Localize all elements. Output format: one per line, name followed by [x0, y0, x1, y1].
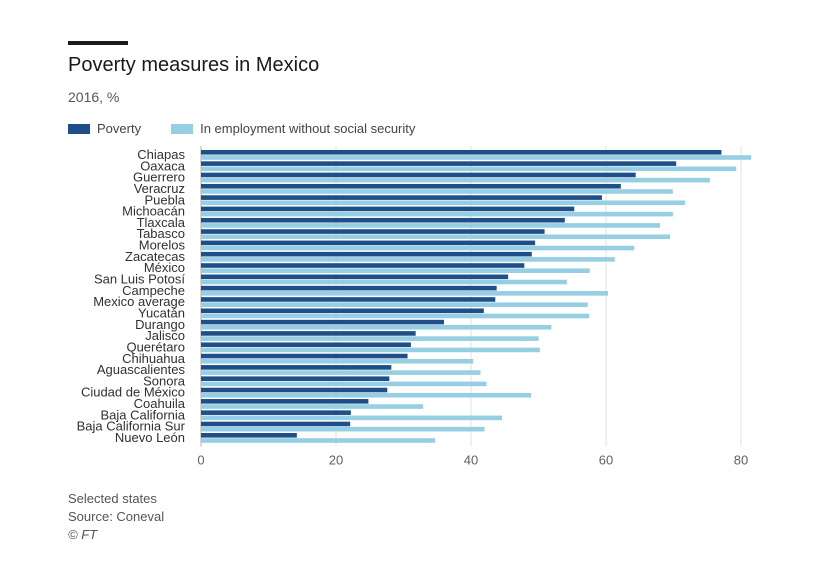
- category-label: Guerrero: [133, 170, 185, 185]
- bar-employment: [201, 291, 609, 296]
- category-label: Sonora: [143, 373, 186, 388]
- category-label: Yucatán: [138, 305, 185, 320]
- bar-poverty: [201, 421, 351, 427]
- bar-employment: [201, 347, 540, 353]
- bar-employment: [201, 200, 685, 206]
- category-label: Nuevo León: [115, 430, 185, 445]
- bar-poverty: [201, 217, 565, 223]
- category-label: Morelos: [139, 238, 186, 253]
- bar-employment: [201, 358, 474, 364]
- bar-employment: [201, 392, 532, 398]
- bar-poverty: [201, 161, 677, 166]
- legend-label-poverty: Poverty: [97, 121, 142, 136]
- category-label: Mexico average: [93, 294, 185, 309]
- bar-employment: [201, 415, 503, 421]
- bar-employment: [201, 336, 539, 341]
- credit-note: © FT: [68, 527, 98, 542]
- legend-swatch-poverty: [68, 123, 90, 134]
- category-label: Aguascalientes: [97, 362, 186, 377]
- bar-employment: [201, 223, 660, 228]
- x-tick-label: 80: [734, 452, 748, 467]
- bar-employment: [201, 426, 485, 432]
- x-tick-label: 60: [599, 452, 613, 467]
- legend-label-employment: In employment without social security: [200, 121, 416, 136]
- bar-poverty: [201, 229, 545, 234]
- category-label: Campeche: [122, 283, 185, 298]
- bar-poverty: [201, 206, 575, 212]
- bar-employment: [201, 404, 424, 409]
- category-label: Chihuahua: [122, 351, 186, 366]
- bar-employment: [201, 313, 590, 319]
- x-tick-label: 20: [329, 452, 343, 467]
- bar-poverty: [201, 195, 602, 200]
- category-label: San Luis Potosí: [94, 272, 185, 287]
- category-label: México: [144, 260, 185, 275]
- bar-employment: [201, 381, 487, 387]
- category-label: Zacatecas: [125, 249, 185, 264]
- legend-item-employment: In employment without social security: [171, 121, 415, 136]
- category-label: Ciudad de México: [81, 385, 185, 400]
- bar-employment: [201, 438, 436, 443]
- bar-poverty: [201, 342, 411, 348]
- bar-poverty: [201, 285, 497, 291]
- bar-poverty: [201, 319, 444, 325]
- bar-poverty: [201, 240, 536, 246]
- category-label: Michoacán: [122, 204, 185, 219]
- bar-poverty: [201, 297, 496, 302]
- category-label: Baja California Sur: [77, 419, 186, 434]
- category-label: Oaxaca: [140, 158, 186, 173]
- bar-poverty: [201, 251, 532, 257]
- bar-poverty: [201, 331, 416, 336]
- bar-employment: [201, 302, 588, 307]
- bar-employment: [201, 155, 752, 160]
- bar-poverty: [201, 274, 509, 280]
- bar-poverty: [201, 399, 369, 404]
- category-label: Puebla: [145, 192, 186, 207]
- bar-poverty: [201, 183, 621, 189]
- bar-poverty: [201, 433, 297, 438]
- x-tick-label: 40: [464, 452, 478, 467]
- x-tick-label: 0: [197, 452, 204, 467]
- bar-employment: [201, 211, 673, 217]
- bar-employment: [201, 268, 590, 273]
- footnote: Selected states: [68, 491, 157, 506]
- bar-poverty: [201, 308, 484, 314]
- bar-poverty: [201, 263, 525, 268]
- bar-poverty: [201, 376, 390, 381]
- bar-poverty: [201, 365, 392, 370]
- bar-poverty: [201, 172, 636, 178]
- bar-poverty: [201, 387, 388, 393]
- title-rule: [68, 41, 128, 45]
- bar-poverty: [201, 353, 408, 359]
- category-label: Coahuila: [134, 396, 186, 411]
- category-label: Querétaro: [126, 339, 185, 354]
- bar-employment: [201, 325, 552, 330]
- chart-title: Poverty measures in Mexico: [68, 54, 320, 76]
- bar-employment: [201, 234, 671, 240]
- legend-swatch-employment: [171, 123, 194, 134]
- bar-employment: [201, 279, 567, 285]
- category-label: Durango: [135, 317, 185, 332]
- category-label: Veracruz: [134, 181, 185, 196]
- bar-employment: [201, 177, 710, 183]
- bar-employment: [201, 370, 481, 375]
- legend: Poverty In employment without social sec…: [68, 121, 445, 136]
- source-note: Source: Coneval: [68, 509, 165, 524]
- bar-employment: [201, 257, 615, 262]
- category-label: Baja California: [100, 407, 185, 422]
- bar-employment: [201, 189, 673, 194]
- legend-item-poverty: Poverty: [68, 121, 141, 136]
- category-label: Tlaxcala: [137, 215, 186, 230]
- bar-poverty: [201, 410, 351, 415]
- category-label: Chiapas: [137, 147, 185, 162]
- bar-poverty: [201, 150, 722, 155]
- category-label: Jalisco: [145, 328, 185, 343]
- bar-employment: [201, 245, 635, 251]
- bar-employment: [201, 166, 737, 172]
- chart-subtitle: 2016, %: [68, 89, 120, 105]
- category-label: Tabasco: [137, 226, 185, 241]
